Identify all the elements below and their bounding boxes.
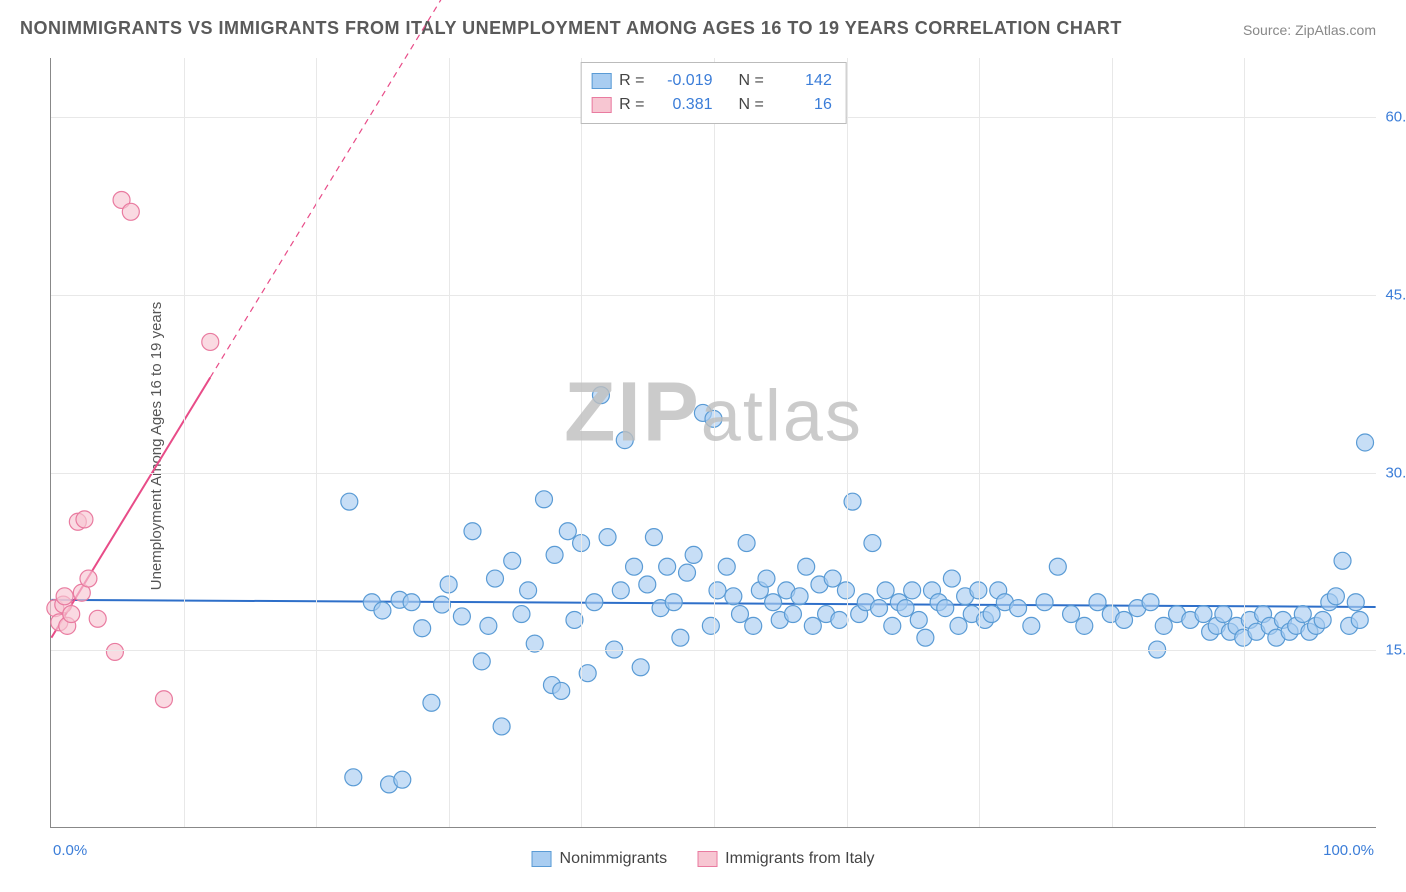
correlation-stats-box: R = -0.019 N = 142 R = 0.381 N = 16 bbox=[580, 62, 847, 124]
y-tick-label: 60.0% bbox=[1385, 109, 1406, 126]
grid-v bbox=[1244, 58, 1245, 827]
y-tick-label: 15.0% bbox=[1385, 642, 1406, 659]
chart-container: NONIMMIGRANTS VS IMMIGRANTS FROM ITALY U… bbox=[0, 0, 1406, 892]
legend: Nonimmigrants Immigrants from Italy bbox=[532, 850, 875, 868]
stats-row-series1: R = -0.019 N = 142 bbox=[591, 69, 832, 93]
swatch-series1 bbox=[591, 73, 611, 89]
stats-row-series2: R = 0.381 N = 16 bbox=[591, 93, 832, 117]
plot-area: ZIPatlas R = -0.019 N = 142 R = 0.381 N … bbox=[50, 58, 1376, 828]
source-attribution: Source: ZipAtlas.com bbox=[1243, 22, 1376, 38]
grid-v bbox=[714, 58, 715, 827]
y-tick-label: 45.0% bbox=[1385, 286, 1406, 303]
x-axis-max-label: 100.0% bbox=[1323, 842, 1374, 859]
n-label-2: N = bbox=[739, 93, 764, 117]
n-value-1: 142 bbox=[772, 69, 832, 93]
grid-v bbox=[847, 58, 848, 827]
grid-v bbox=[1112, 58, 1113, 827]
grid-v bbox=[581, 58, 582, 827]
grid-v bbox=[184, 58, 185, 827]
legend-swatch-series2 bbox=[697, 851, 717, 867]
chart-title: NONIMMIGRANTS VS IMMIGRANTS FROM ITALY U… bbox=[20, 18, 1122, 39]
n-label-1: N = bbox=[739, 69, 764, 93]
x-axis-min-label: 0.0% bbox=[53, 842, 87, 859]
legend-item-series2: Immigrants from Italy bbox=[697, 850, 874, 868]
r-value-1: -0.019 bbox=[653, 69, 713, 93]
legend-label-series2: Immigrants from Italy bbox=[725, 850, 874, 868]
swatch-series2 bbox=[591, 97, 611, 113]
n-value-2: 16 bbox=[772, 93, 832, 117]
r-label-1: R = bbox=[619, 69, 644, 93]
grid-v bbox=[979, 58, 980, 827]
legend-label-series1: Nonimmigrants bbox=[560, 850, 668, 868]
grid-v bbox=[316, 58, 317, 827]
r-label-2: R = bbox=[619, 93, 644, 117]
y-tick-label: 30.0% bbox=[1385, 464, 1406, 481]
legend-swatch-series1 bbox=[532, 851, 552, 867]
legend-item-series1: Nonimmigrants bbox=[532, 850, 668, 868]
grid-v bbox=[449, 58, 450, 827]
r-value-2: 0.381 bbox=[653, 93, 713, 117]
